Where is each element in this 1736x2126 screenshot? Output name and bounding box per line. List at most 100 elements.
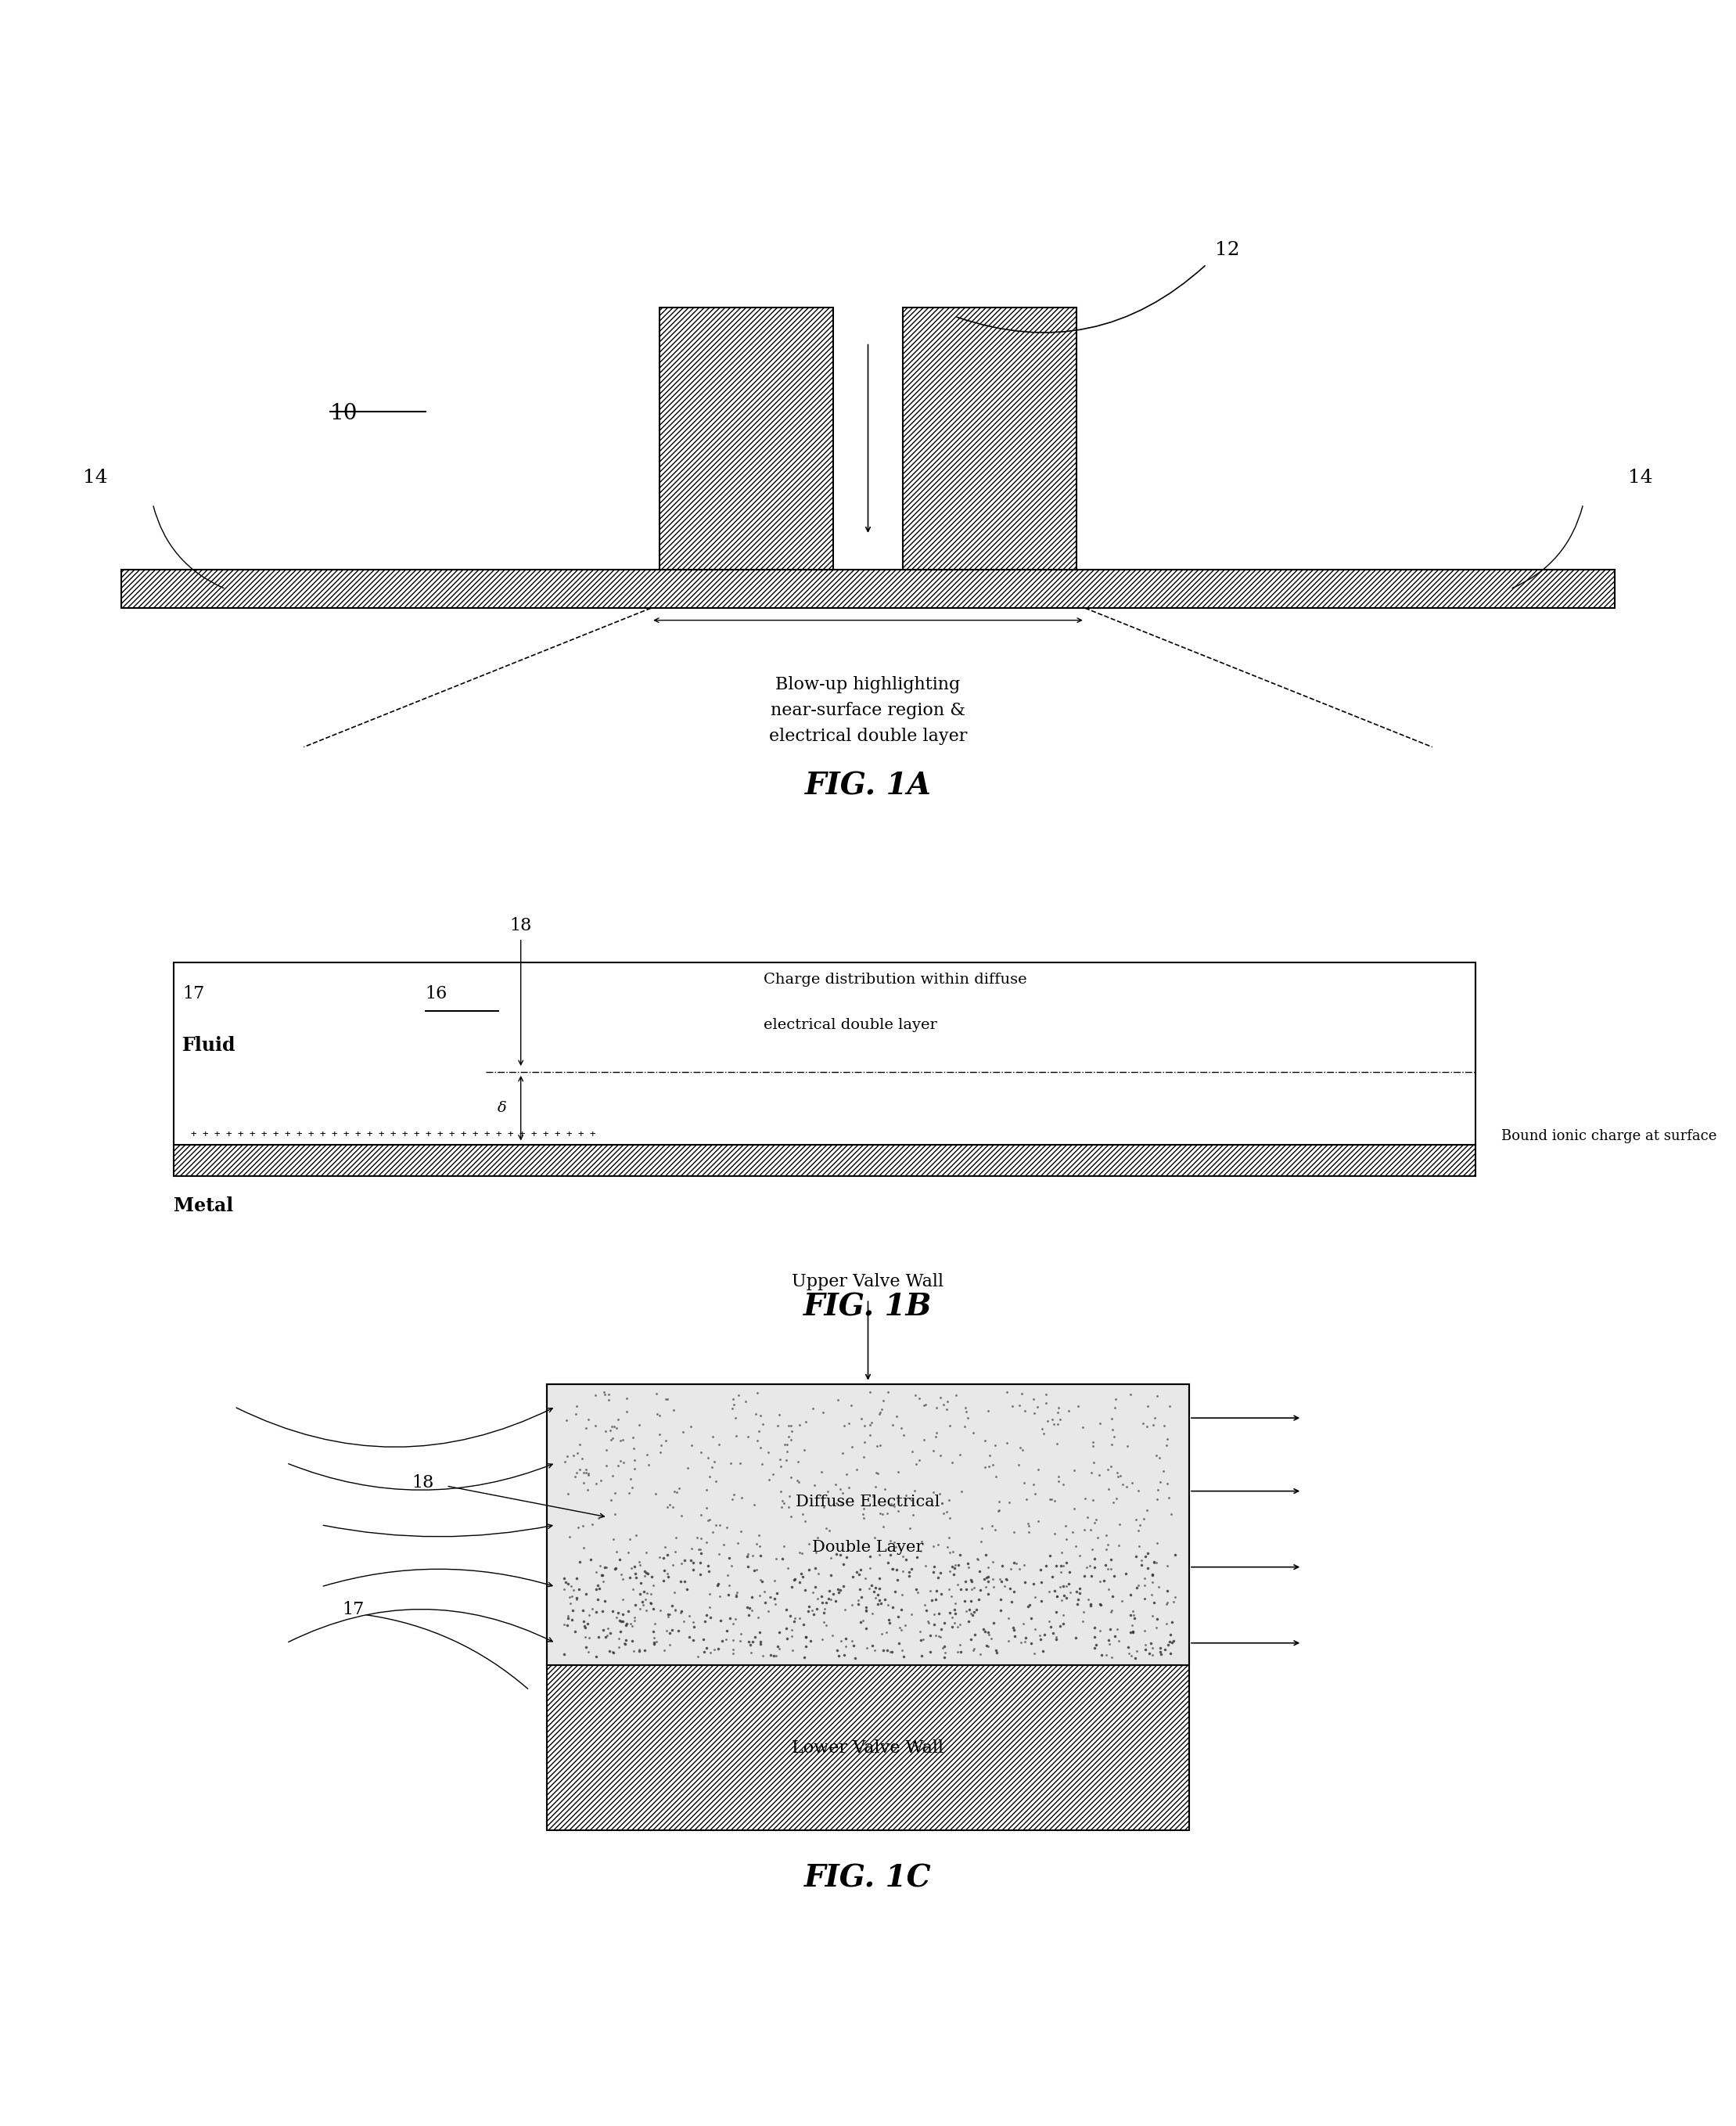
Point	[1016, 1588, 1043, 1622]
Point	[609, 1582, 637, 1616]
Point	[946, 1629, 974, 1663]
Point	[1153, 1422, 1180, 1456]
Point	[1080, 1429, 1108, 1463]
Point	[675, 1620, 703, 1654]
Point	[726, 1624, 753, 1658]
Point	[1118, 1607, 1146, 1641]
Point	[939, 1446, 967, 1480]
Point	[738, 1539, 766, 1573]
Point	[766, 1631, 793, 1665]
Point	[571, 1456, 599, 1490]
Point	[785, 1465, 812, 1499]
Point	[946, 1607, 974, 1641]
Point	[792, 1620, 819, 1654]
Point	[625, 1546, 653, 1580]
Point	[686, 1533, 713, 1567]
Point	[896, 1512, 924, 1546]
Point	[1097, 1592, 1125, 1626]
Point	[601, 1552, 628, 1586]
Point	[859, 1629, 887, 1663]
Point	[792, 1573, 819, 1607]
Point	[561, 1461, 589, 1495]
Point	[830, 1569, 858, 1603]
Point	[1115, 1631, 1142, 1665]
Point	[654, 1597, 682, 1631]
Point	[694, 1441, 722, 1475]
Point	[1010, 1465, 1038, 1499]
Point	[1104, 1529, 1132, 1563]
Point	[1000, 1609, 1028, 1643]
Point	[561, 1614, 589, 1648]
Point	[1094, 1571, 1121, 1605]
Point	[1139, 1407, 1167, 1441]
Point	[880, 1488, 908, 1522]
Point	[1019, 1467, 1047, 1501]
Point	[1097, 1594, 1125, 1629]
Point	[1043, 1407, 1071, 1441]
Point	[889, 1577, 917, 1612]
Point	[719, 1482, 746, 1516]
Point	[957, 1584, 984, 1618]
Point	[1045, 1461, 1073, 1495]
Point	[743, 1552, 771, 1586]
Point	[884, 1563, 911, 1597]
Point	[585, 1571, 613, 1605]
Point	[1023, 1390, 1050, 1424]
Point	[687, 1537, 715, 1571]
Point	[1042, 1594, 1069, 1629]
Point	[722, 1418, 750, 1452]
Point	[693, 1490, 720, 1524]
Point	[830, 1548, 858, 1582]
Point	[1146, 1441, 1174, 1475]
Point	[679, 1546, 707, 1580]
Point	[1010, 1624, 1038, 1658]
Point	[781, 1563, 809, 1597]
Point	[1066, 1539, 1094, 1573]
Point	[764, 1410, 792, 1444]
Point	[814, 1473, 842, 1507]
Point	[628, 1588, 656, 1622]
Point	[595, 1378, 623, 1412]
Point	[661, 1594, 689, 1629]
Point	[849, 1492, 877, 1526]
Point	[889, 1633, 917, 1667]
Point	[1134, 1552, 1161, 1586]
Point	[1087, 1407, 1115, 1441]
Point	[865, 1537, 892, 1571]
Point	[656, 1629, 684, 1663]
Point	[800, 1467, 828, 1501]
Point	[649, 1554, 677, 1588]
Point	[859, 1480, 887, 1514]
Point	[1042, 1620, 1069, 1654]
Point	[1016, 1516, 1043, 1550]
Point	[1005, 1388, 1033, 1422]
Point	[694, 1503, 722, 1537]
Point	[1097, 1450, 1125, 1484]
Point	[1083, 1520, 1111, 1554]
Point	[578, 1507, 606, 1541]
Point	[760, 1639, 788, 1673]
Point	[1043, 1427, 1071, 1461]
Point	[970, 1563, 998, 1597]
Point	[641, 1607, 668, 1641]
Point	[861, 1520, 889, 1554]
Point	[941, 1552, 969, 1586]
Point	[1106, 1624, 1134, 1658]
Point	[573, 1631, 601, 1665]
Point	[767, 1450, 795, 1484]
Point	[1104, 1456, 1132, 1490]
Point	[755, 1463, 783, 1497]
Point	[653, 1614, 681, 1648]
Point	[790, 1607, 818, 1641]
Point	[660, 1575, 687, 1609]
Point	[1142, 1546, 1170, 1580]
Point	[599, 1594, 627, 1629]
Point	[929, 1486, 957, 1520]
Point	[762, 1586, 790, 1620]
Point	[601, 1410, 628, 1444]
Point	[906, 1622, 934, 1656]
Point	[823, 1573, 851, 1607]
Point	[734, 1599, 762, 1633]
Point	[884, 1399, 911, 1433]
Point	[861, 1571, 889, 1605]
